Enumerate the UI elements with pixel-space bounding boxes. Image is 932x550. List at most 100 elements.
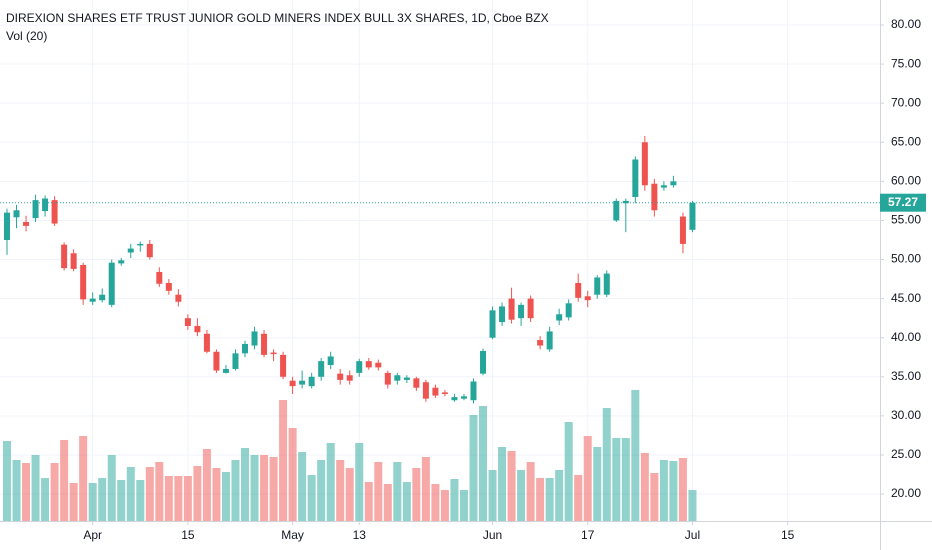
chart-title: DIREXION SHARES ETF TRUST JUNIOR GOLD MI… xyxy=(6,11,549,25)
candle-body xyxy=(137,243,144,246)
volume-bar xyxy=(126,467,135,521)
volume-bar xyxy=(241,448,250,521)
candle-body xyxy=(3,212,10,240)
candle-body xyxy=(251,331,258,346)
volume-bar xyxy=(183,476,192,521)
volume-bar xyxy=(640,453,649,521)
candle-body xyxy=(499,306,506,323)
volume-bar xyxy=(479,406,488,521)
y-tick-label: 55.00 xyxy=(891,213,921,227)
candle-body xyxy=(489,310,496,338)
candle-body xyxy=(546,331,553,350)
volume-bar xyxy=(326,443,335,521)
candle-body xyxy=(165,282,172,291)
candle-body xyxy=(394,375,401,381)
volume-bar xyxy=(621,438,630,521)
volume-bar xyxy=(602,408,611,521)
volume-bar xyxy=(164,476,173,521)
volume-bar xyxy=(459,490,468,521)
volume-bar xyxy=(202,449,211,521)
volume-bar xyxy=(393,462,402,521)
volume-bar xyxy=(269,457,278,521)
candle-body xyxy=(51,200,58,224)
volume-bar xyxy=(450,479,459,521)
candle-body xyxy=(118,260,125,264)
y-tick-label: 25.00 xyxy=(891,447,921,461)
y-tick-label: 75.00 xyxy=(891,56,921,70)
volume-bar xyxy=(555,470,564,521)
x-tick-label: 15 xyxy=(781,528,795,542)
volume-bar xyxy=(421,457,430,521)
x-tick-label: Apr xyxy=(83,528,102,542)
candle-body xyxy=(232,353,239,369)
candle-body xyxy=(213,351,220,371)
x-tick-label: Jul xyxy=(685,528,700,542)
candle-body xyxy=(594,277,601,295)
candle-body xyxy=(146,243,153,258)
y-tick-label: 40.00 xyxy=(891,330,921,344)
candle-body xyxy=(184,318,191,326)
candle-body xyxy=(280,354,287,377)
volume-bar xyxy=(345,468,354,521)
candle-body xyxy=(508,298,515,320)
volume-bar xyxy=(41,478,50,521)
volume-bar xyxy=(279,400,288,521)
volume-bar xyxy=(517,470,526,521)
volume-bar xyxy=(193,466,202,521)
candle-body xyxy=(641,142,648,186)
y-tick-label: 80.00 xyxy=(891,17,921,31)
volume-bar xyxy=(593,447,602,521)
volume-bar xyxy=(574,475,583,521)
volume-bar xyxy=(688,490,697,521)
volume-bar xyxy=(88,483,97,521)
y-tick-label: 20.00 xyxy=(891,486,921,500)
volume-bar xyxy=(288,428,297,521)
volume-bar xyxy=(669,461,678,521)
volume-bar xyxy=(469,415,478,521)
y-tick-label: 65.00 xyxy=(891,134,921,148)
candle-body xyxy=(89,298,96,302)
candle-body xyxy=(108,262,115,305)
volume-bar xyxy=(383,484,392,521)
candle-body xyxy=(480,350,487,374)
candle-body xyxy=(365,361,372,368)
volume-bar xyxy=(107,455,116,521)
candle-body xyxy=(99,294,106,301)
y-tick-label: 30.00 xyxy=(891,408,921,422)
candle-body xyxy=(327,356,334,366)
x-tick-label: Jun xyxy=(483,528,502,542)
volume-bar xyxy=(298,452,307,521)
volume-bar xyxy=(50,463,59,521)
candle-body xyxy=(660,185,667,188)
volume-bar xyxy=(440,490,449,521)
candle-body xyxy=(679,216,686,244)
volume-bar xyxy=(678,458,687,521)
price-pane xyxy=(0,136,880,404)
candle-body xyxy=(318,361,325,377)
candle-body xyxy=(299,380,306,385)
y-tick-label: 45.00 xyxy=(891,291,921,305)
volume-bar xyxy=(545,478,554,521)
candle-body xyxy=(451,397,458,401)
candle-body xyxy=(261,333,268,355)
volume-bar xyxy=(355,443,364,521)
volume-bar xyxy=(402,482,411,521)
candle-body xyxy=(527,298,534,319)
candle-body xyxy=(651,183,658,211)
volume-bar xyxy=(498,447,507,521)
volume-pane xyxy=(2,390,697,521)
candle-body xyxy=(308,376,315,387)
candle-body xyxy=(670,181,677,186)
x-tick-label: May xyxy=(281,528,304,542)
volume-bar xyxy=(526,462,535,521)
volume-bar xyxy=(412,468,421,521)
candle-body xyxy=(575,282,582,298)
indicator-label: Vol (20) xyxy=(6,29,47,43)
candle-body xyxy=(432,387,439,396)
volume-bar xyxy=(221,472,230,521)
volume-bar xyxy=(31,455,40,521)
volume-bar xyxy=(212,468,221,521)
candle-body xyxy=(127,248,134,253)
y-tick-label: 70.00 xyxy=(891,95,921,109)
